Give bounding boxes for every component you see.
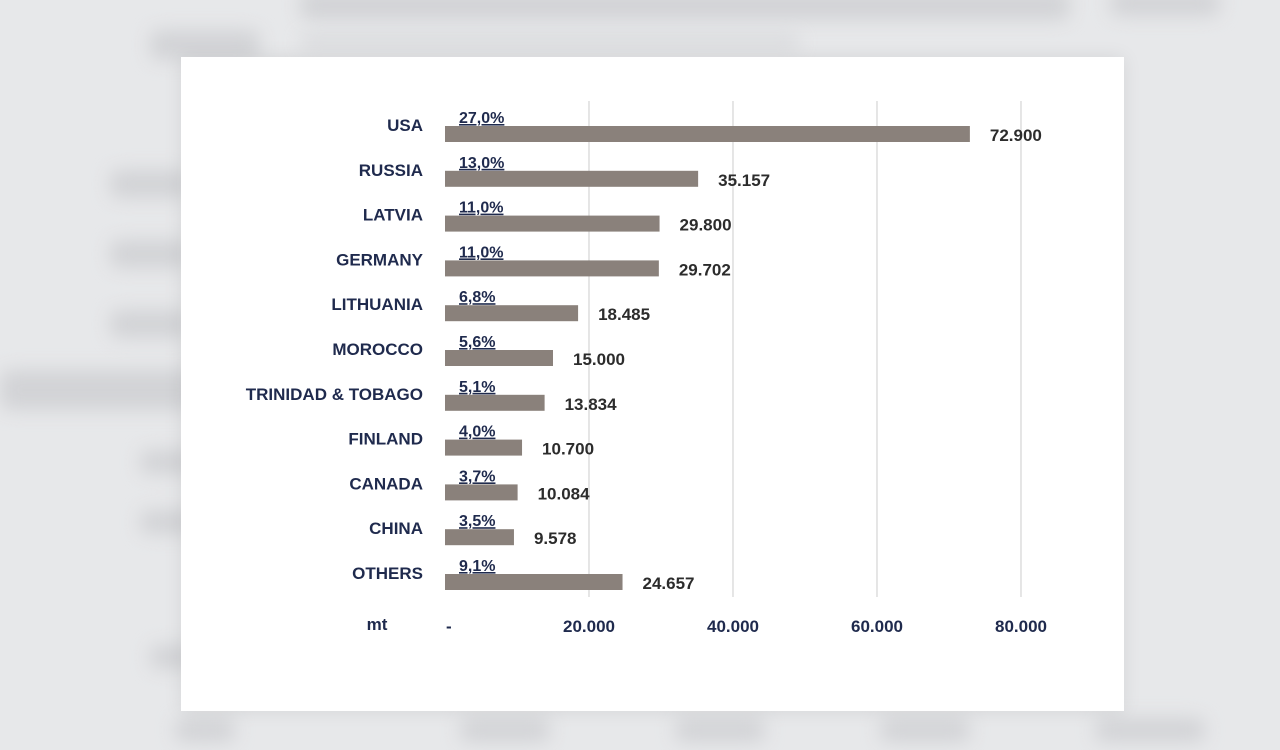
bar (445, 215, 660, 232)
bar (445, 126, 970, 142)
value-label: 9.578 (534, 529, 577, 548)
gridlines (588, 101, 1022, 597)
percent-label: 11,0% (459, 244, 503, 261)
x-axis: - 20.000 40.000 60.000 80.000 mt (367, 615, 1047, 636)
percent-label: 13,0% (459, 155, 504, 172)
percent-label: 6,8% (459, 289, 495, 306)
value-label: 13.834 (565, 395, 618, 414)
category-label: LITHUANIA (331, 295, 423, 314)
percent-label: 3,7% (459, 468, 495, 485)
percent-label: 9,1% (459, 558, 495, 575)
x-tick-label: 40.000 (707, 617, 759, 636)
category-label: OTHERS (352, 564, 423, 583)
value-label: 29.702 (679, 260, 731, 279)
category-label: LATVIA (363, 206, 423, 225)
category-label: RUSSIA (359, 161, 423, 180)
percent-label: 4,0% (459, 424, 495, 441)
percent-label: 5,1% (459, 379, 495, 396)
percent-label: 11,0% (459, 200, 503, 217)
category-label: USA (387, 116, 423, 135)
bar (445, 574, 623, 590)
bar (445, 260, 659, 277)
category-label: CANADA (349, 474, 423, 493)
value-label: 18.485 (598, 305, 650, 324)
bar (445, 350, 553, 366)
value-label: 10.084 (538, 484, 591, 503)
x-tick-label: 60.000 (851, 617, 903, 636)
category-label: MOROCCO (332, 340, 423, 359)
x-axis-label: mt (367, 615, 388, 634)
bar (445, 394, 545, 411)
bar (445, 439, 523, 456)
x-tick-label: 80.000 (995, 617, 1047, 636)
category-label: GERMANY (336, 250, 424, 269)
value-label: 29.800 (680, 216, 732, 235)
bar (445, 484, 518, 501)
category-label: TRINIDAD & TOBAGO (246, 385, 423, 404)
x-tick-label: 20.000 (563, 617, 615, 636)
category-label: CHINA (369, 519, 423, 538)
x-tick-label: - (446, 617, 452, 636)
percent-label: 27,0% (459, 110, 504, 127)
bar (445, 529, 514, 546)
percent-label: 5,6% (459, 334, 495, 351)
percent-label: 3,5% (459, 513, 495, 530)
value-label: 24.657 (643, 574, 695, 593)
bars (445, 126, 970, 590)
labels: USA 27,0% 72.900 RUSSIA 13,0% 35.157 LATVIA 11,… (246, 110, 1042, 593)
value-label: 15.000 (573, 350, 625, 369)
bar-chart: USA 27,0% 72.900 RUSSIA 13,0% 35.157 LATVIA 11,… (246, 101, 1047, 636)
bar (445, 170, 699, 187)
bar (445, 305, 579, 322)
value-label: 72.900 (990, 126, 1042, 145)
category-label: FINLAND (348, 430, 423, 449)
chart-card: USA 27,0% 72.900 RUSSIA 13,0% 35.157 LATVIA 11,… (181, 57, 1124, 711)
value-label: 10.700 (542, 440, 594, 459)
value-label: 35.157 (718, 171, 770, 190)
